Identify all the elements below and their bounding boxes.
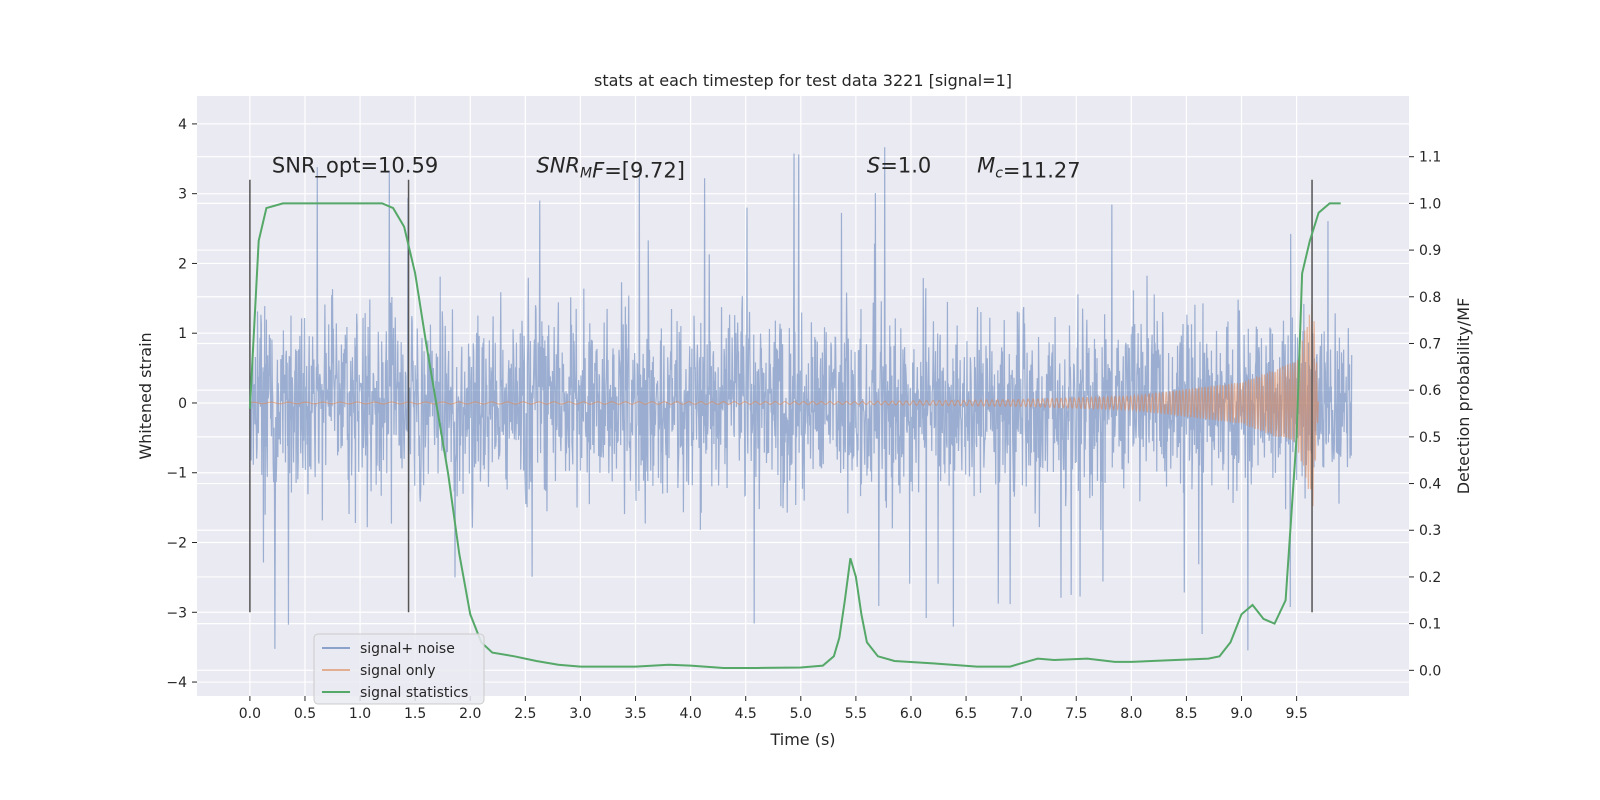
x-tick-label: 6.0: [900, 706, 922, 722]
y2-tick-label: 0.6: [1419, 383, 1441, 399]
x-tick-label: 5.5: [845, 706, 867, 722]
legend-label: signal statistics: [360, 685, 468, 701]
x-tick-label: 4.0: [679, 706, 701, 722]
x-tick-label: 6.5: [955, 706, 977, 722]
y2-tick-label: 0.9: [1419, 243, 1441, 259]
y2-tick-label: 0.0: [1419, 663, 1441, 679]
y-tick-label: 1: [178, 326, 187, 342]
right-axis-ticks: 0.0 0.1 0.2 0.3 0.4 0.5 0.6 0.7 0.8 0.9 1.0 1.1: [1409, 150, 1441, 679]
y-tick-label: 0: [178, 396, 187, 412]
y2-tick-label: 1.0: [1419, 196, 1441, 212]
annotation-text: S=1.0: [867, 154, 931, 178]
signal-statistics-series: [248, 202, 1341, 669]
x-tick-label: 0.5: [294, 706, 316, 722]
x-tick-label: 3.0: [569, 706, 591, 722]
x-tick-label: 9.0: [1230, 706, 1252, 722]
y-tick-label: −1: [166, 466, 187, 482]
x-tick-label: 3.5: [624, 706, 646, 722]
signal-noise-line: [249, 147, 1353, 651]
legend: signal+ noise signal only signal statistic…: [313, 633, 485, 705]
annotations: SNR_opt=10.59 SNRMF=[9.72] S=1.0 Mc=11.27: [272, 154, 1081, 183]
x-tick-label: 5.0: [790, 706, 812, 722]
x-tick-label: 1.0: [349, 706, 371, 722]
signal-noise-series: [249, 147, 1353, 651]
y2-tick-label: 1.1: [1419, 150, 1441, 166]
signal-only-series: [249, 304, 1320, 507]
x-tick-label: 4.5: [735, 706, 757, 722]
annotation-text: SNRMF=[9.72]: [536, 154, 685, 183]
chart-title: stats at each timestep for test data 322…: [594, 71, 1012, 90]
x-axis-label: Time (s): [769, 730, 835, 749]
x-axis-ticks: 0.0 0.5 1.0 1.5 2.0 2.5 3.0 3.5 4.0 4.5 5.0 5.5 6.0 6…: [239, 696, 1308, 722]
y2-tick-label: 0.5: [1419, 430, 1441, 446]
y2-tick-label: 0.3: [1419, 523, 1441, 539]
legend-label: signal+ noise: [360, 641, 455, 657]
y-axis-ticks: −4 −3 −2 −1 0 1 2 3 4: [166, 117, 197, 691]
x-tick-label: 0.0: [239, 706, 261, 722]
y-tick-label: −2: [166, 536, 187, 552]
y2-tick-label: 0.1: [1419, 617, 1441, 633]
x-tick-label: 7.5: [1065, 706, 1087, 722]
y2-tick-label: 0.2: [1419, 570, 1441, 586]
y-tick-label: 2: [178, 256, 187, 272]
annotation-text: SNR_opt=10.59: [272, 154, 438, 179]
x-tick-label: 2.5: [514, 706, 536, 722]
x-tick-label: 8.5: [1175, 706, 1197, 722]
signal-only-line: [249, 304, 1320, 507]
y-axis-label: Whitened strain: [136, 332, 155, 459]
legend-label: signal only: [360, 663, 435, 679]
x-tick-label: 8.0: [1120, 706, 1142, 722]
y2-tick-label: 0.4: [1419, 477, 1441, 493]
y2-tick-label: 0.8: [1419, 290, 1441, 306]
annotation-text: Mc=11.27: [977, 154, 1081, 183]
y-tick-label: 4: [178, 117, 187, 133]
legend-box: [313, 633, 485, 705]
x-tick-label: 9.5: [1285, 706, 1307, 722]
right-axis-label: Detection probability/MF: [1454, 298, 1473, 495]
y2-tick-label: 0.7: [1419, 336, 1441, 352]
x-tick-label: 7.0: [1010, 706, 1032, 722]
y-tick-label: −4: [166, 675, 187, 691]
signal-statistics-line: [248, 202, 1341, 669]
x-tick-label: 1.5: [404, 706, 426, 722]
y-tick-label: 3: [178, 187, 187, 203]
x-tick-label: 2.0: [459, 706, 481, 722]
y-tick-label: −3: [166, 605, 187, 621]
